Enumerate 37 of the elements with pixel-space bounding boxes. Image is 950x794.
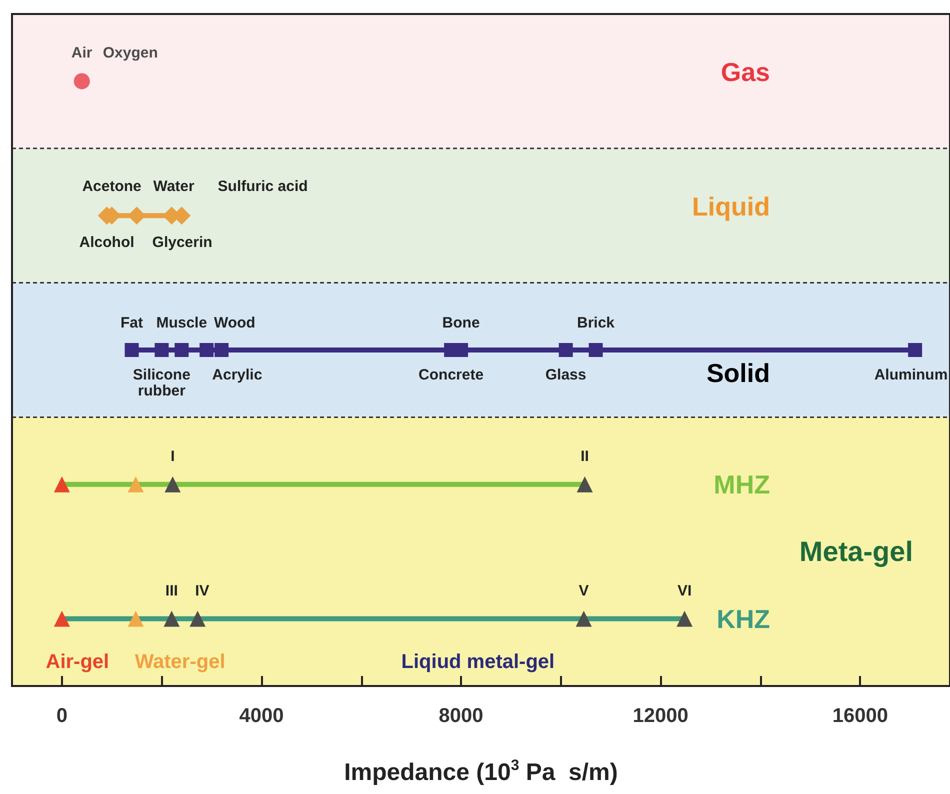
data-label: Bone (442, 314, 480, 332)
x-tick-label: 4000 (239, 705, 284, 727)
annotation: Water-gel (134, 651, 226, 673)
y-tick-label: MHZ (714, 469, 770, 500)
band-label: Meta-gel (799, 536, 913, 568)
x-tick-label: 12000 (632, 705, 688, 727)
data-label: Fat (120, 314, 143, 332)
x-tick-label: 16000 (832, 705, 888, 727)
data-label: Brick (576, 314, 616, 332)
data-label: Sulfuric acid (218, 178, 308, 196)
data-label: V (578, 582, 589, 600)
data-label: Muscle (156, 314, 208, 332)
data-label: Air (71, 44, 92, 62)
data-label: III (165, 582, 178, 600)
data-label: VI (677, 582, 692, 600)
y-tick-label: Liquid (692, 192, 770, 222)
data-label: Alcohol (79, 234, 134, 252)
x-tick-label: 8000 (438, 705, 484, 727)
data-label: I (170, 448, 175, 465)
data-label: Water (153, 178, 195, 196)
annotation: Air-gel (46, 651, 110, 673)
data-label: Glycerin (152, 234, 212, 252)
data-label: IV (195, 582, 210, 600)
data-label: Concrete (418, 366, 484, 384)
data-label: Acetone (82, 178, 142, 196)
annotation: Liqiud metal-gel (401, 651, 555, 673)
y-tick-label: Solid (706, 358, 770, 388)
x-tick-label: 0 (56, 705, 68, 727)
data-label: Wood (214, 314, 256, 332)
data-label: Oxygen (102, 44, 158, 62)
data-label: Aluminum (874, 366, 948, 384)
data-label: Silicone rubber (132, 366, 190, 400)
data-label: II (580, 448, 589, 465)
data-label: Glass (545, 366, 586, 384)
data-label: Acrylic (212, 366, 262, 384)
y-tick-label: KHZ (716, 604, 770, 634)
y-tick-label: Gas (720, 57, 770, 88)
